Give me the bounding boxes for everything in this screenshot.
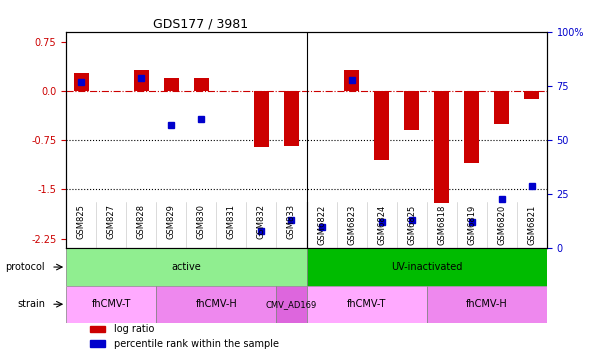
Bar — [404, 91, 419, 130]
Text: GSM6819: GSM6819 — [468, 204, 476, 245]
Text: UV-inactivated: UV-inactivated — [391, 262, 462, 272]
FancyBboxPatch shape — [276, 286, 307, 323]
Text: GSM6823: GSM6823 — [347, 204, 356, 245]
Bar — [284, 91, 299, 146]
Text: log ratio: log ratio — [114, 324, 154, 334]
Text: GSM825: GSM825 — [77, 204, 85, 239]
Bar — [90, 326, 105, 332]
Bar — [434, 91, 449, 202]
Text: GSM829: GSM829 — [167, 204, 175, 239]
Text: strain: strain — [17, 299, 45, 309]
Bar — [73, 73, 88, 91]
Text: GDS177 / 3981: GDS177 / 3981 — [153, 18, 248, 31]
Bar — [133, 70, 148, 91]
Text: GSM6824: GSM6824 — [377, 204, 386, 245]
FancyBboxPatch shape — [307, 286, 427, 323]
Text: GSM832: GSM832 — [257, 204, 266, 239]
Bar — [374, 91, 389, 160]
Bar — [90, 340, 105, 347]
FancyBboxPatch shape — [427, 286, 547, 323]
Bar — [254, 91, 269, 147]
Text: GSM831: GSM831 — [227, 204, 236, 239]
Text: fhCMV-T: fhCMV-T — [347, 299, 386, 309]
Text: fhCMV-T: fhCMV-T — [91, 299, 131, 309]
FancyBboxPatch shape — [307, 248, 547, 286]
Bar — [524, 91, 539, 99]
Text: GSM6825: GSM6825 — [407, 204, 416, 245]
Text: GSM6820: GSM6820 — [498, 204, 506, 245]
Text: protocol: protocol — [5, 262, 45, 272]
Bar — [464, 91, 480, 163]
Text: fhCMV-H: fhCMV-H — [466, 299, 508, 309]
Text: GSM828: GSM828 — [137, 204, 145, 239]
Bar — [163, 78, 179, 91]
Bar — [494, 91, 509, 124]
Text: CMV_AD169: CMV_AD169 — [266, 300, 317, 309]
Text: percentile rank within the sample: percentile rank within the sample — [114, 339, 279, 349]
Text: active: active — [171, 262, 201, 272]
FancyBboxPatch shape — [66, 286, 156, 323]
Bar — [194, 78, 209, 91]
Text: GSM827: GSM827 — [107, 204, 115, 239]
Text: GSM833: GSM833 — [287, 204, 296, 240]
Text: GSM830: GSM830 — [197, 204, 206, 239]
Text: GSM6818: GSM6818 — [438, 204, 446, 245]
FancyBboxPatch shape — [66, 248, 307, 286]
Bar — [344, 70, 359, 91]
Text: fhCMV-H: fhCMV-H — [195, 299, 237, 309]
Text: GSM6821: GSM6821 — [528, 204, 536, 245]
FancyBboxPatch shape — [156, 286, 276, 323]
Text: GSM6822: GSM6822 — [317, 204, 326, 245]
